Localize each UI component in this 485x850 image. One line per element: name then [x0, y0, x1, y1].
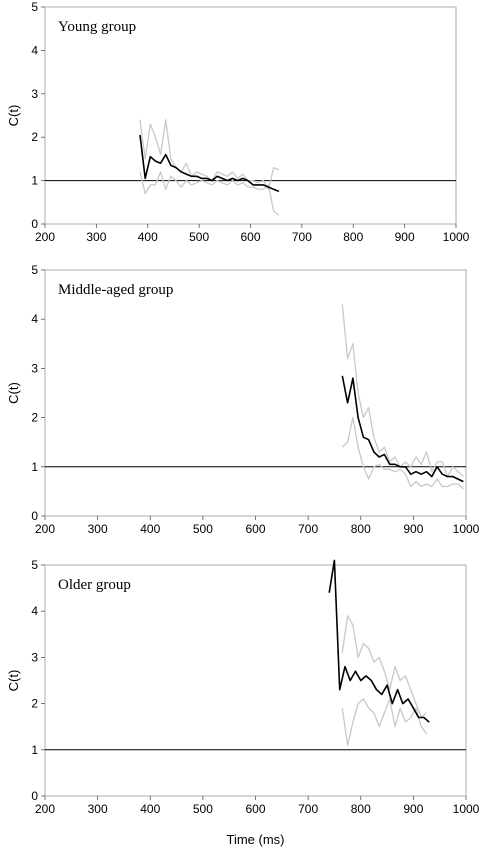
- x-tick-label: 900: [403, 802, 423, 816]
- y-tick-label: 5: [31, 0, 38, 14]
- panel-middle-aged-group: 200 300 400 500 600 700 800 900 1000 0 1 2 3 4 5 Middle…: [6, 263, 480, 536]
- y-axis-label: C(t): [6, 105, 21, 127]
- x-tick-label: 200: [35, 802, 55, 816]
- series-line-upper: [341, 615, 427, 719]
- x-tick-label: 900: [403, 522, 423, 536]
- y-tick-label: 0: [31, 217, 38, 231]
- series-line-mean: [328, 559, 430, 723]
- plot-frame: [44, 6, 457, 225]
- x-tick-label: 400: [140, 522, 160, 536]
- series-line-lower: [341, 416, 464, 490]
- x-tick-label: 500: [193, 522, 213, 536]
- series-line-upper: [341, 304, 464, 478]
- x-tick-label: 900: [395, 230, 415, 244]
- x-tick-label: 300: [86, 230, 106, 244]
- panel-young-group: 200 300 400 500 600 700 800 900 1000 0 1 2 3 4 5 Young …: [6, 0, 470, 244]
- panel-title: Middle-aged group: [58, 282, 173, 298]
- y-tick-label: 4: [31, 312, 38, 326]
- x-tick-label: 500: [189, 230, 209, 244]
- panel-title: Young group: [58, 19, 136, 35]
- y-axis-label: C(t): [6, 670, 21, 692]
- series-line-upper: [139, 119, 280, 190]
- x-axis-label: Time (ms): [226, 832, 284, 847]
- x-tick-label: 1000: [453, 802, 480, 816]
- x-tick-label: 1000: [443, 230, 470, 244]
- y-tick-label: 0: [31, 509, 38, 523]
- x-tick-label: 200: [35, 230, 55, 244]
- series-line-mean: [341, 375, 464, 483]
- plot-frame: [44, 564, 467, 797]
- y-tick-label: 2: [31, 411, 38, 425]
- x-tick-label: 700: [298, 802, 318, 816]
- series-line-lower: [341, 698, 428, 746]
- y-tick-label: 1: [31, 743, 38, 757]
- panel-older-group: 200 300 400 500 600 700 800 900 1000 0 1 2 3 4 5 Older …: [6, 558, 480, 816]
- panel-title: Older group: [58, 577, 131, 593]
- x-tick-label: 800: [343, 230, 363, 244]
- y-tick-label: 4: [31, 604, 38, 618]
- x-tick-label: 700: [292, 230, 312, 244]
- x-tick-label: 700: [298, 522, 318, 536]
- x-tick-label: 800: [351, 802, 371, 816]
- x-tick-label: 300: [88, 802, 108, 816]
- y-tick-label: 2: [31, 130, 38, 144]
- x-tick-label: 400: [140, 802, 160, 816]
- series-line-lower: [139, 171, 280, 216]
- x-tick-label: 600: [245, 522, 265, 536]
- y-tick-label: 5: [31, 263, 38, 277]
- x-tick-label: 200: [35, 522, 55, 536]
- x-tick-label: 600: [240, 230, 260, 244]
- y-tick-label: 0: [31, 789, 38, 803]
- x-tick-label: 1000: [453, 522, 480, 536]
- y-tick-label: 2: [31, 697, 38, 711]
- y-tick-label: 3: [31, 87, 38, 101]
- y-tick-label: 5: [31, 558, 38, 572]
- y-tick-label: 1: [31, 174, 38, 188]
- y-tick-label: 3: [31, 361, 38, 375]
- plot-frame: [44, 269, 467, 517]
- x-tick-label: 800: [351, 522, 371, 536]
- x-tick-label: 400: [138, 230, 158, 244]
- x-tick-label: 300: [88, 522, 108, 536]
- x-tick-label: 600: [245, 802, 265, 816]
- y-tick-label: 3: [31, 650, 38, 664]
- series-line-mean: [139, 134, 280, 193]
- x-tick-label: 500: [193, 802, 213, 816]
- y-tick-label: 4: [31, 43, 38, 57]
- y-axis-label: C(t): [6, 382, 21, 404]
- y-tick-label: 1: [31, 460, 38, 474]
